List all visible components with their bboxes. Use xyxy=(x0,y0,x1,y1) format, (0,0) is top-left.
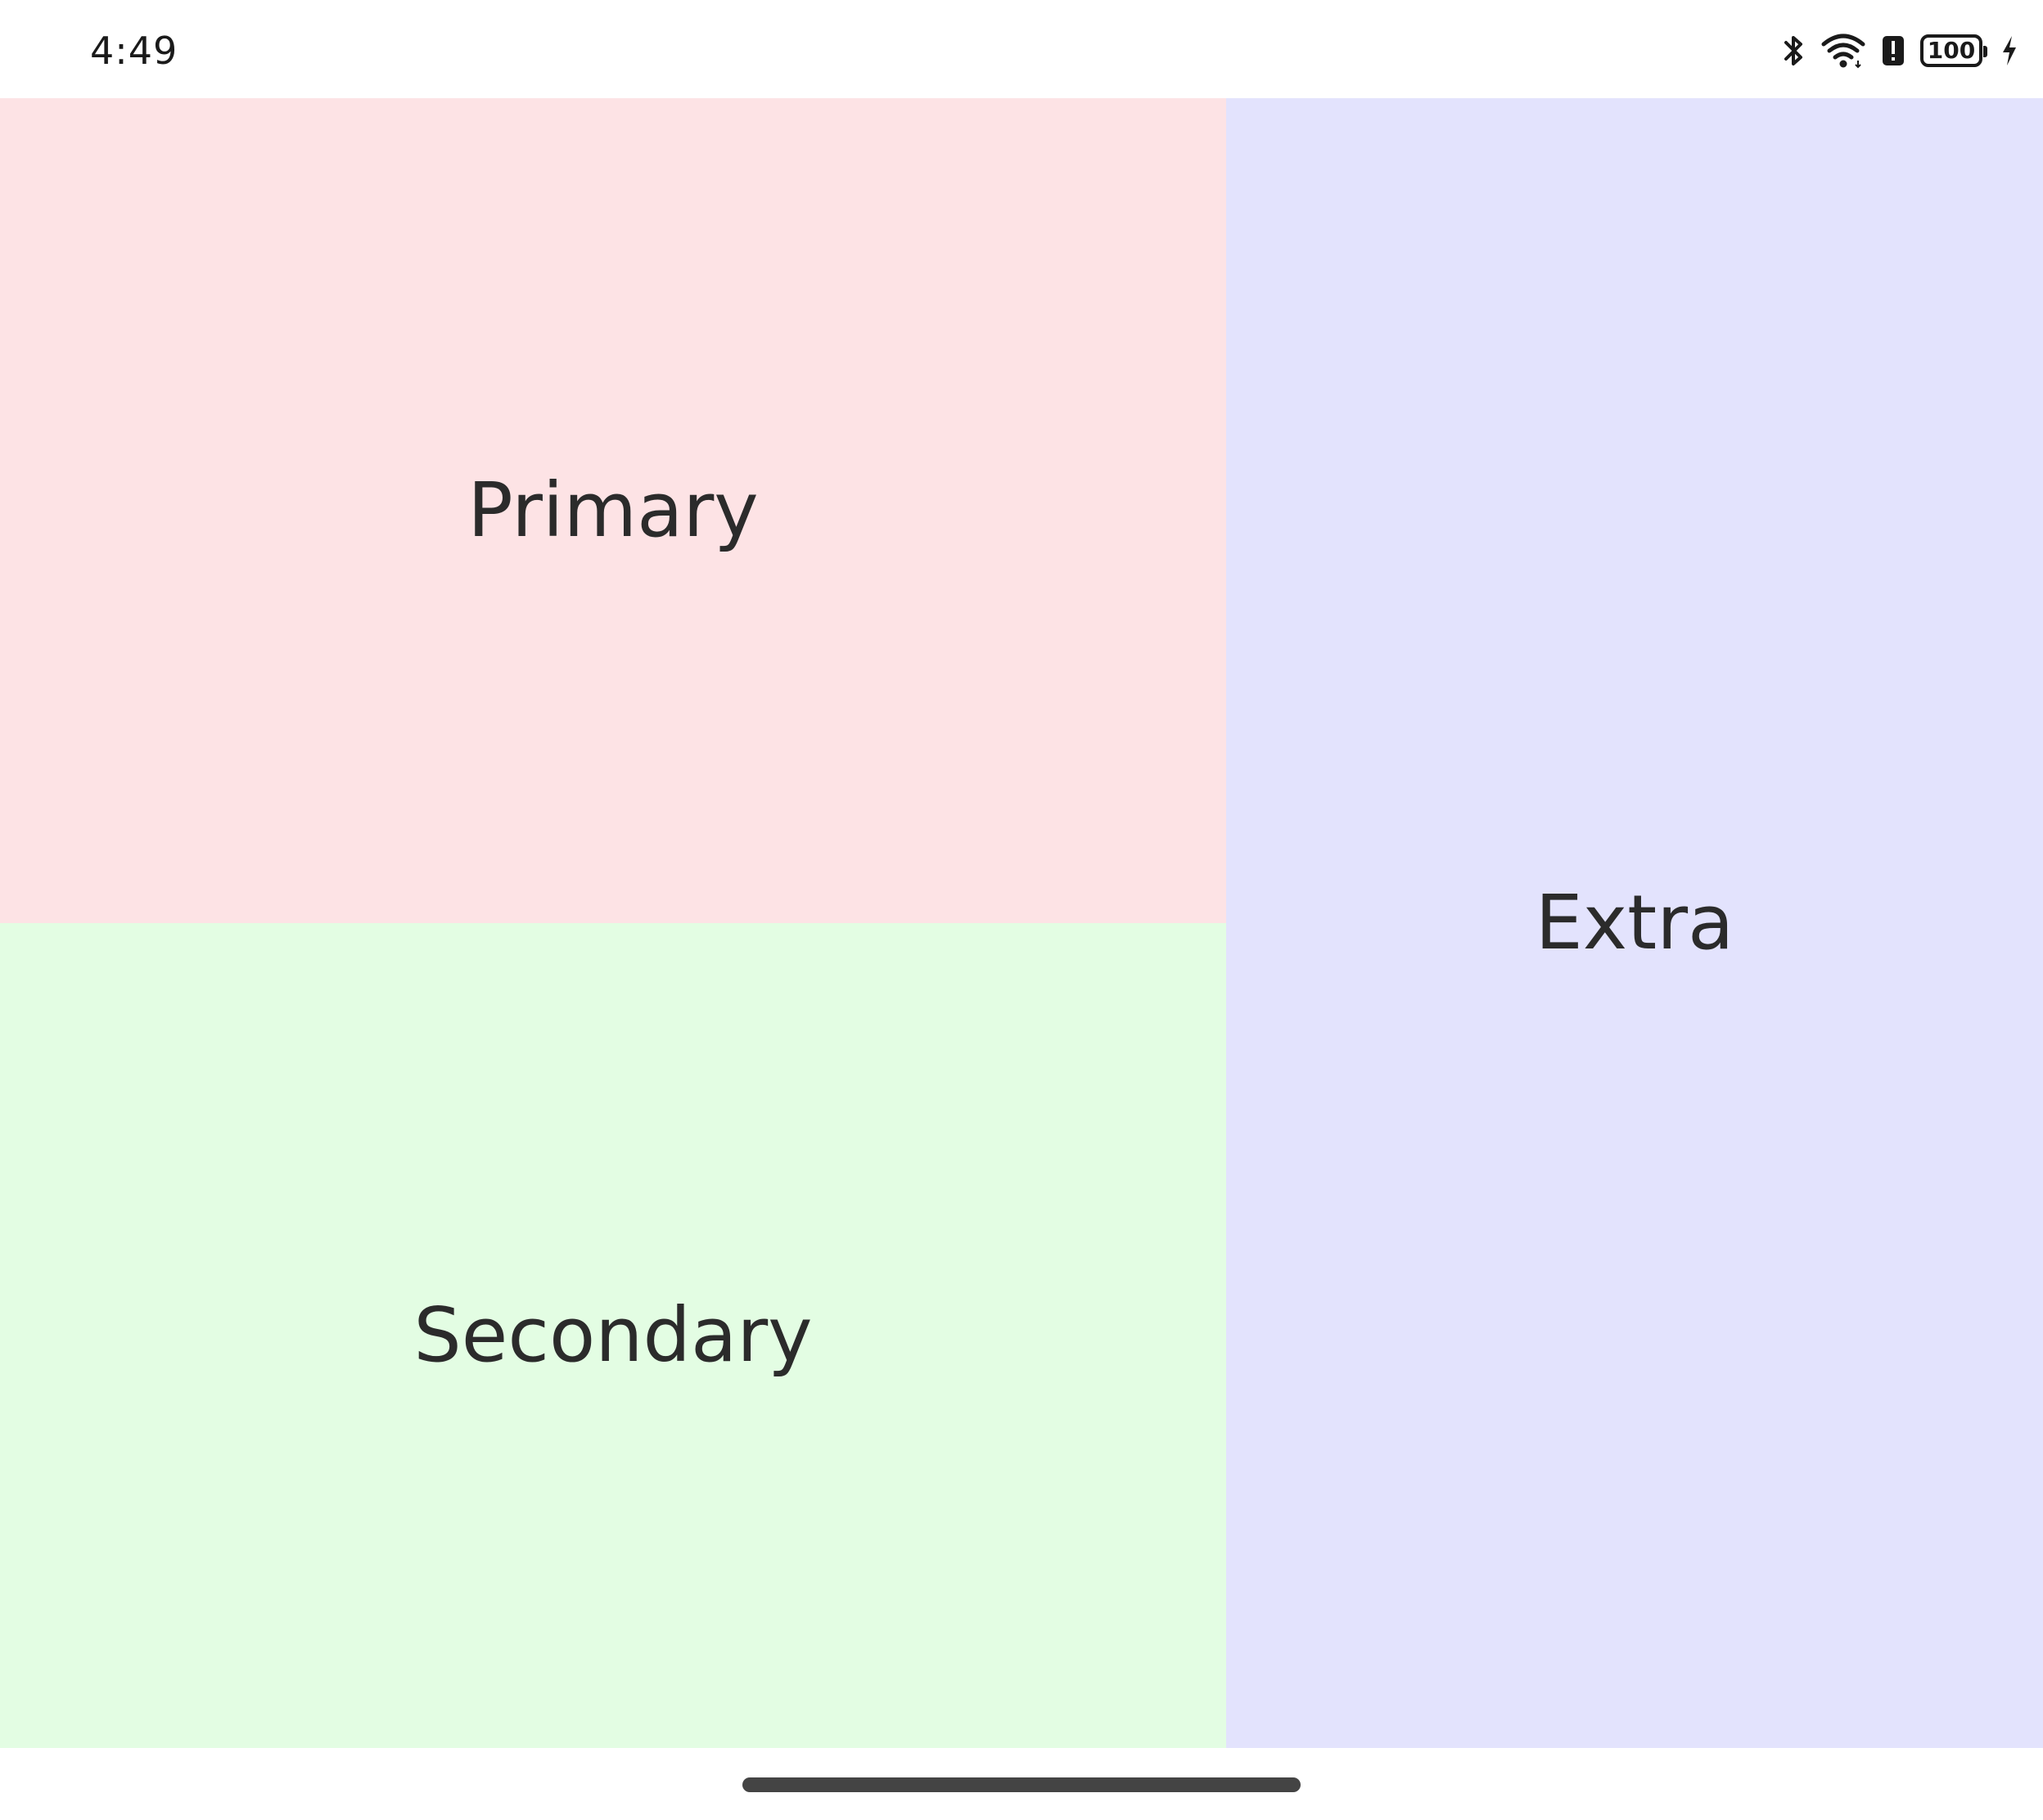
battery-alert-icon xyxy=(1881,34,1905,67)
battery-icon: 100 xyxy=(1920,34,1987,67)
bluetooth-icon xyxy=(1783,33,1806,69)
primary-pane-label: Primary xyxy=(467,466,759,554)
gesture-handle[interactable] xyxy=(742,1777,1301,1792)
extra-pane: Extra xyxy=(1226,98,2043,1748)
navigation-bar xyxy=(0,1748,2043,1820)
extra-pane-label: Extra xyxy=(1535,879,1734,966)
status-icons: 100 xyxy=(1783,29,2018,72)
charging-bolt-icon xyxy=(2000,34,2018,67)
secondary-pane: Secondary xyxy=(0,923,1226,1748)
status-time: 4:49 xyxy=(90,29,178,73)
status-bar: 4:49 xyxy=(0,0,2043,98)
wifi-icon xyxy=(1820,33,1866,69)
primary-pane: Primary xyxy=(0,98,1226,923)
secondary-pane-label: Secondary xyxy=(413,1291,813,1379)
